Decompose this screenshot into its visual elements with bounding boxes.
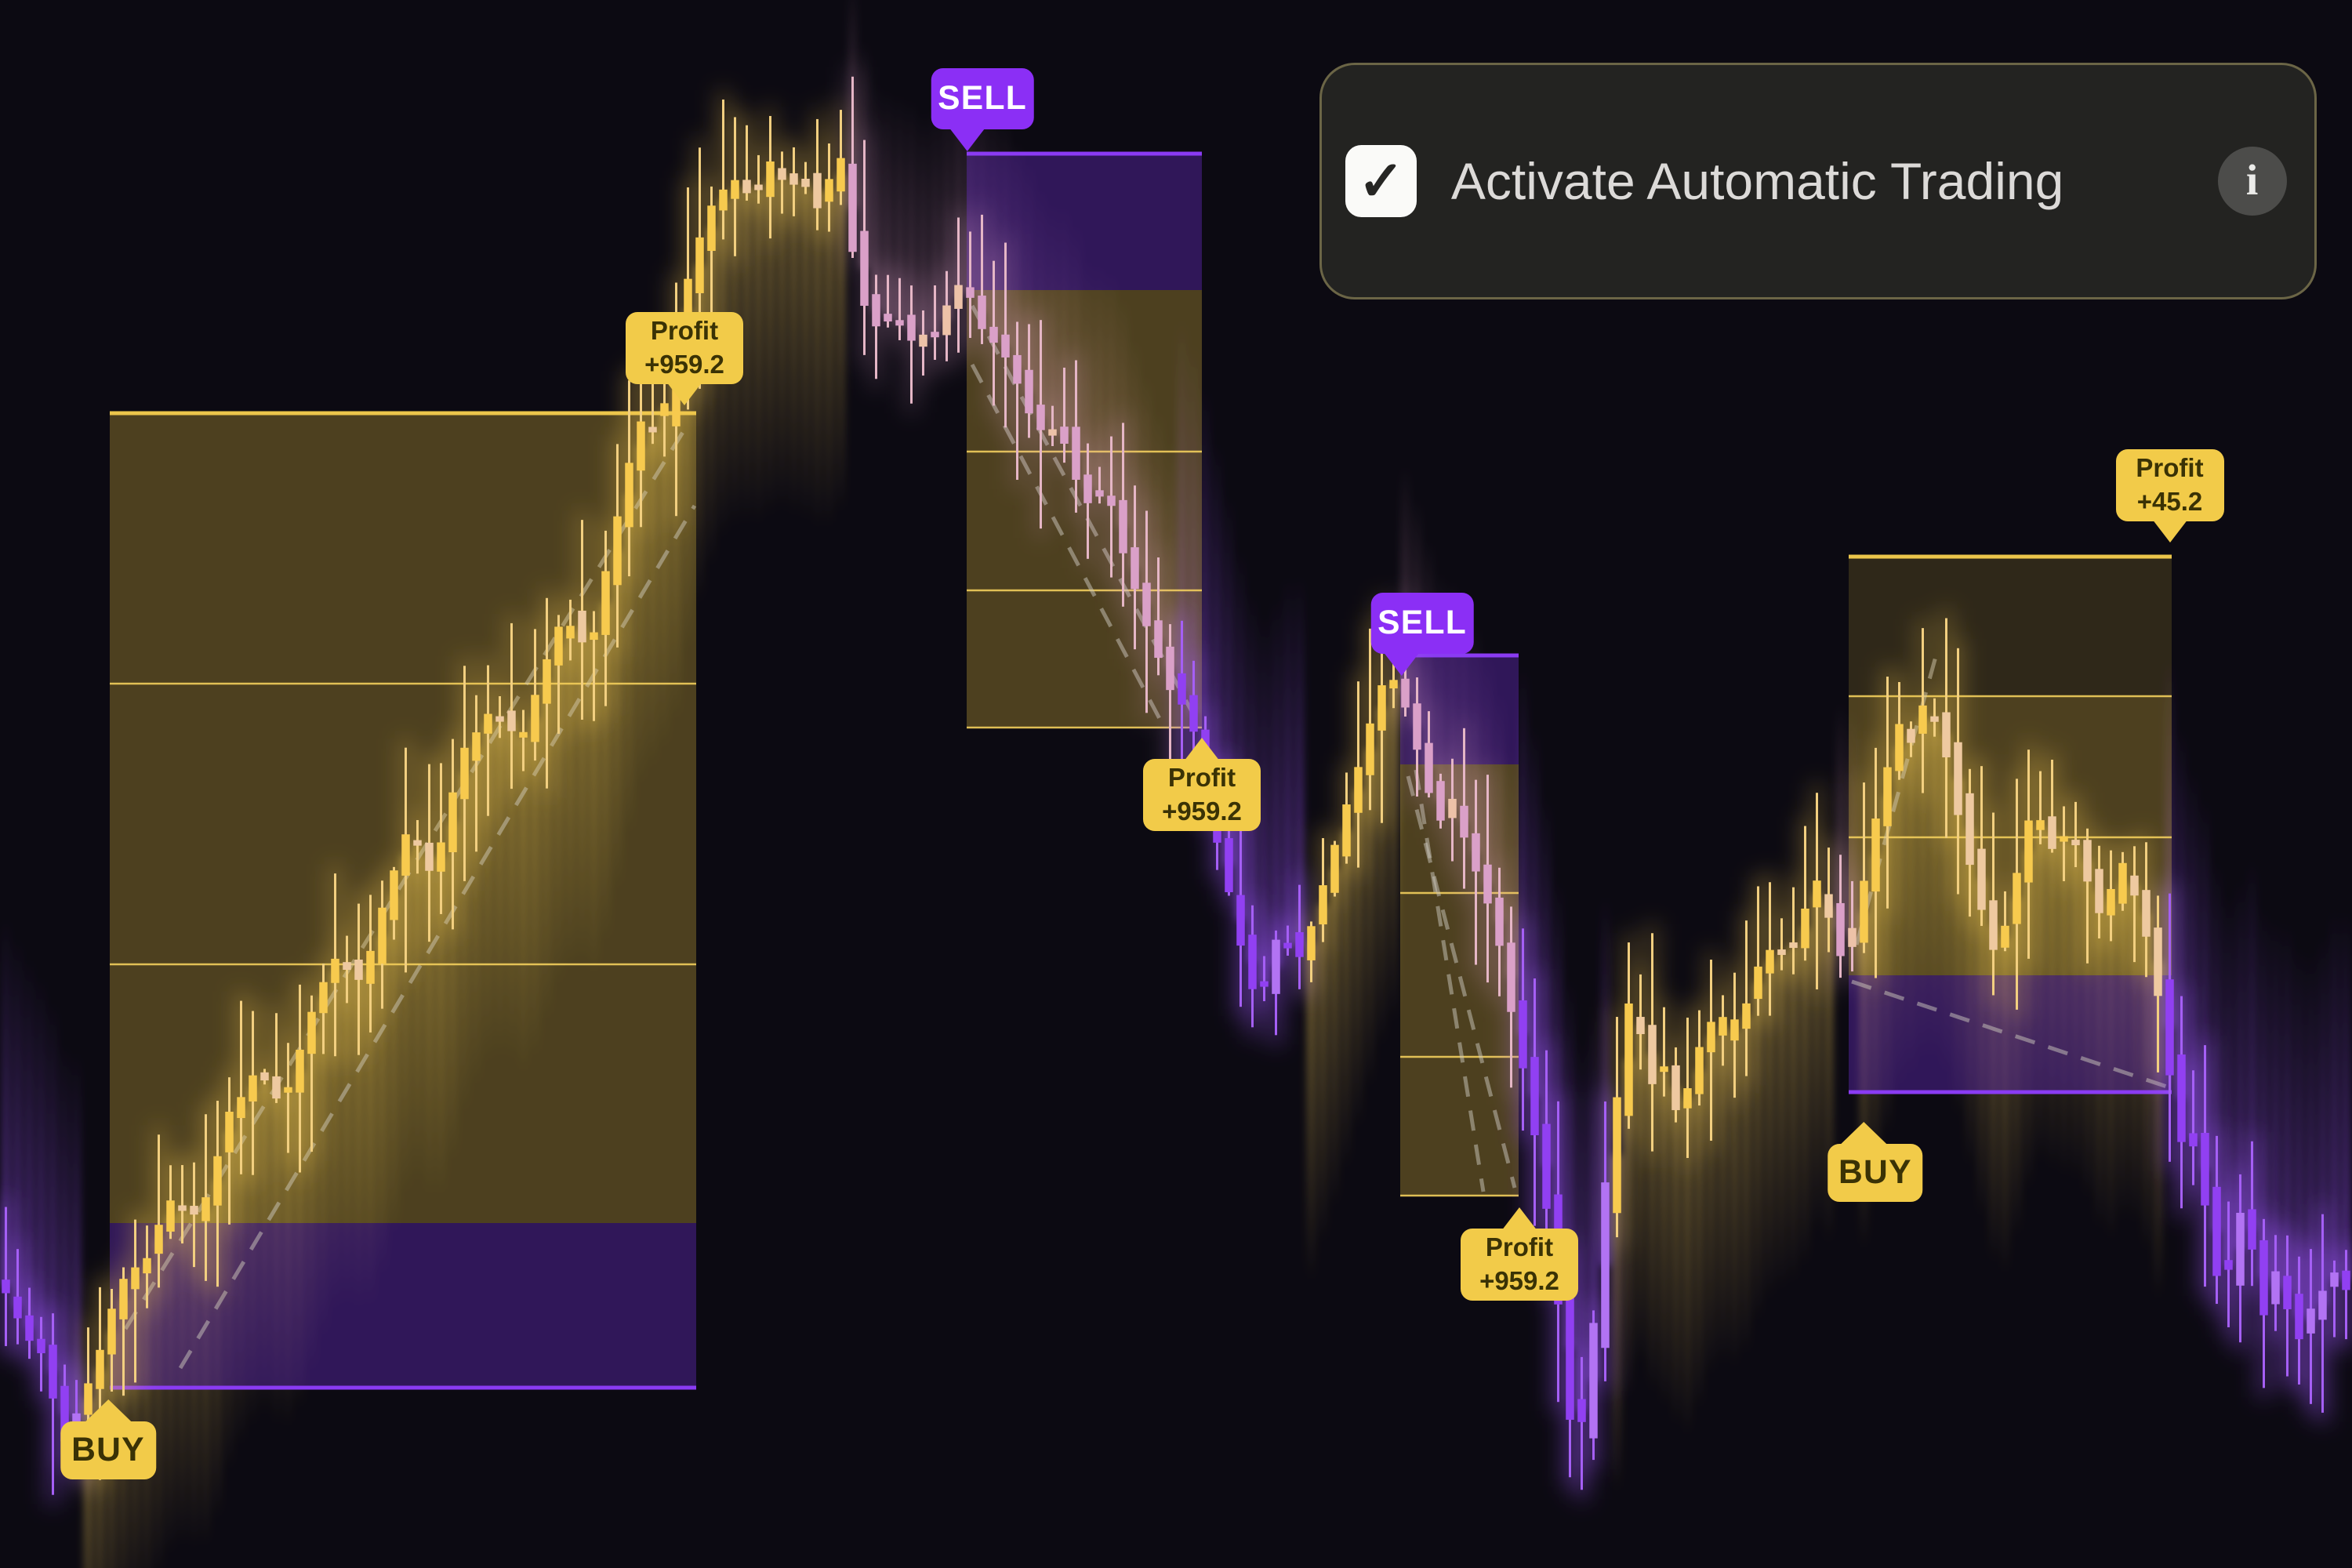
sell-2-badge: SELL xyxy=(1370,593,1474,676)
buy-zone-2 xyxy=(1849,554,2172,1094)
badge-label: BUY xyxy=(71,1431,145,1469)
profit-1-badge: Profit +959.2 xyxy=(626,312,743,406)
checkmark-icon: ✓ xyxy=(1358,149,1405,212)
badge-tail-down-icon xyxy=(1383,652,1420,676)
badge-label: Profit xyxy=(2136,453,2204,483)
badge-label: SELL xyxy=(1377,604,1468,642)
badge-label: +959.2 xyxy=(1479,1266,1559,1295)
auto-trading-label: Activate Automatic Trading xyxy=(1450,152,2064,210)
buy-1-badge: BUY xyxy=(60,1399,156,1479)
badge-label: BUY xyxy=(1838,1153,1912,1192)
badge-label: +959.2 xyxy=(644,350,724,379)
profit-3-badge: Profit +959.2 xyxy=(1461,1207,1578,1301)
badge-label: Profit xyxy=(1485,1232,1554,1262)
badge-label: Profit xyxy=(1167,763,1236,793)
badge-label: SELL xyxy=(938,79,1028,118)
auto-trading-checkbox[interactable]: ✓ xyxy=(1345,145,1417,217)
badge-tail-up-icon xyxy=(1184,737,1220,761)
badge-label: +45.2 xyxy=(2136,487,2203,516)
badge-tail-up-icon xyxy=(1501,1207,1537,1231)
badge-tail-up-icon xyxy=(84,1399,132,1424)
auto-trading-panel: ✓ Activate Automatic Trading i xyxy=(1319,63,2317,299)
info-icon[interactable]: i xyxy=(2217,147,2287,216)
profit-2-badge: Profit +959.2 xyxy=(1143,737,1261,831)
badge-tail-down-icon xyxy=(2151,519,2188,543)
badge-tail-up-icon xyxy=(1839,1122,1889,1146)
sell-1-badge: SELL xyxy=(931,68,1034,151)
info-glyph: i xyxy=(2245,157,2259,205)
badge-label: Profit xyxy=(650,316,719,346)
badge-label: +959.2 xyxy=(1162,797,1242,826)
buy-2-badge: BUY xyxy=(1828,1122,1923,1202)
badge-tail-down-icon xyxy=(666,382,702,406)
profit-4-badge: Profit +45.2 xyxy=(2115,449,2224,543)
badge-tail-down-icon xyxy=(949,127,985,151)
